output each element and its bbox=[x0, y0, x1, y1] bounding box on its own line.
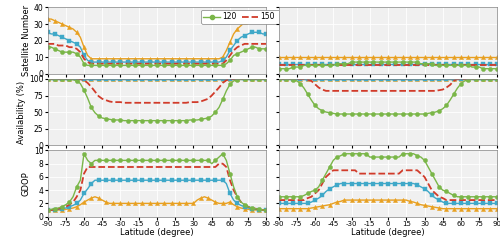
Y-axis label: Availability (%): Availability (%) bbox=[17, 80, 26, 144]
X-axis label: Latitude (degree): Latitude (degree) bbox=[120, 228, 194, 237]
Y-axis label: Satellite Number: Satellite Number bbox=[22, 5, 31, 76]
X-axis label: Latitude (degree): Latitude (degree) bbox=[351, 228, 425, 237]
Legend: 120, 150, 180, 240: 120, 150, 180, 240 bbox=[201, 10, 354, 24]
Y-axis label: GDOP: GDOP bbox=[22, 171, 31, 196]
